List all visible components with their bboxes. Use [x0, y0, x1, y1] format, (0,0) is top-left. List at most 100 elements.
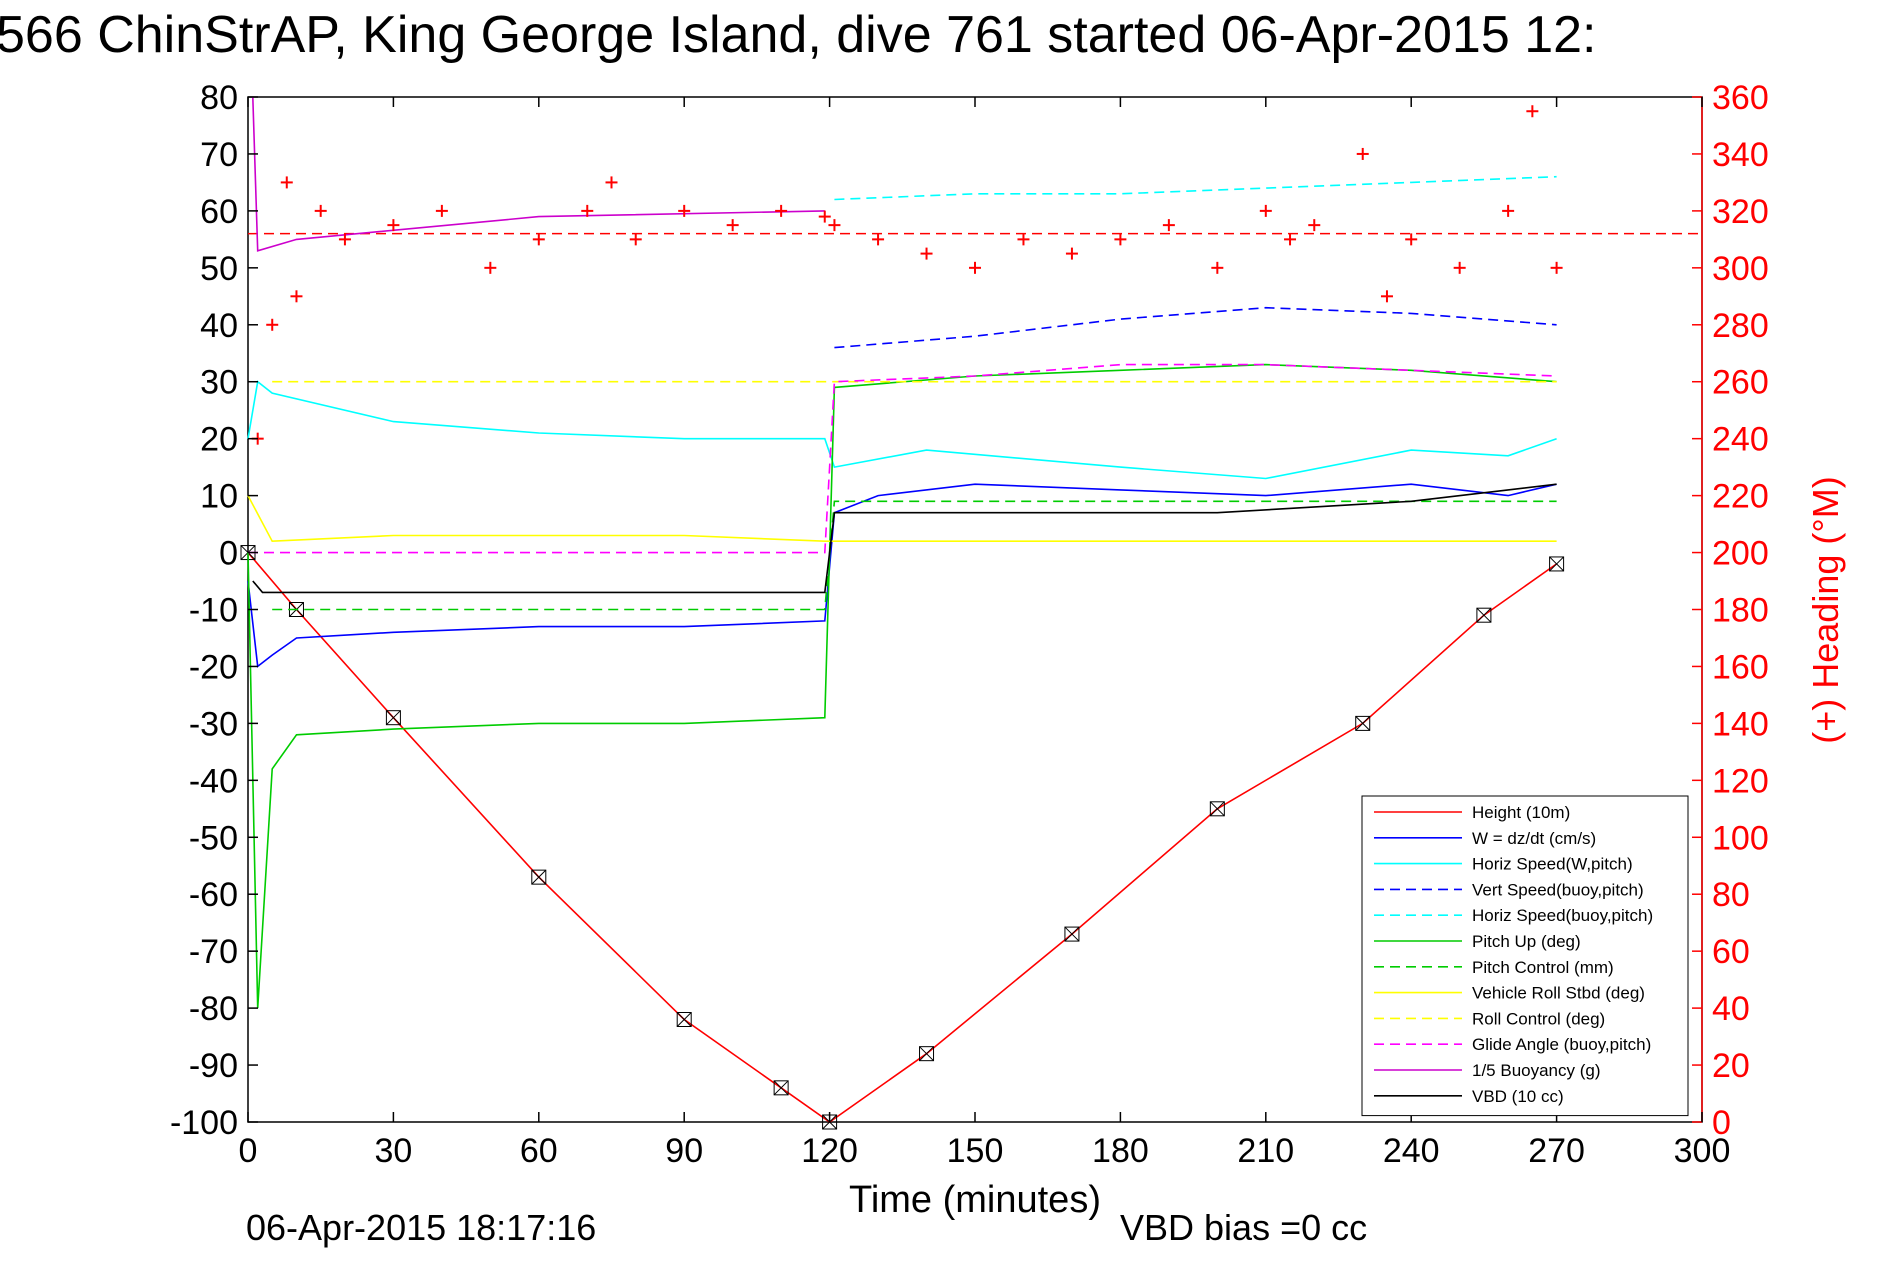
- y-tick-label: -80: [189, 990, 238, 1028]
- y-tick-label: 80: [200, 79, 238, 117]
- x-tick-label: 180: [1092, 1132, 1149, 1170]
- y-tick-label: 70: [200, 136, 238, 174]
- y-right-tick-label: 20: [1712, 1047, 1750, 1085]
- heading-point: [1526, 105, 1539, 118]
- heading-point: [1550, 261, 1563, 274]
- heading-point: [678, 204, 691, 217]
- right-axis-label: (+) Heading (°M): [1805, 476, 1846, 743]
- x-tick-label: 0: [239, 1132, 258, 1170]
- series-line: [834, 306, 1557, 349]
- y-tick-label: 40: [200, 307, 238, 345]
- heading-point: [1017, 233, 1030, 246]
- heading-point: [775, 204, 788, 217]
- heading-point: [1453, 261, 1466, 274]
- axis-layer: 80706050403020100-10-20-30-40-50-60-70-8…: [170, 79, 1769, 1170]
- heading-point: [1284, 233, 1297, 246]
- legend-box: [1361, 795, 1689, 1117]
- y-right-tick-label: 280: [1712, 307, 1769, 345]
- heading-point: [1211, 261, 1224, 274]
- y-right-tick-label: 0: [1712, 1104, 1731, 1142]
- heading-point: [920, 247, 933, 260]
- legend-entry: Vert Speed(buoy,pitch): [1472, 880, 1644, 899]
- x-axis-label: Time (minutes): [849, 1179, 1101, 1221]
- y-right-tick-label: 220: [1712, 478, 1769, 516]
- heading-point: [338, 233, 351, 246]
- height-marker: [773, 1080, 789, 1096]
- height-marker: [1064, 926, 1080, 942]
- y-right-tick-label: 40: [1712, 990, 1750, 1028]
- series-line: [247, 363, 1557, 1009]
- heading-point: [1065, 247, 1078, 260]
- x-tick-label: 270: [1528, 1132, 1585, 1170]
- legend-entry: VBD (10 cc): [1472, 1087, 1564, 1106]
- legend-entry: W = dz/dt (cm/s): [1472, 829, 1596, 848]
- heading-point: [1114, 233, 1127, 246]
- legend-entry: Roll Control (deg): [1472, 1009, 1605, 1028]
- heading-point: [828, 219, 841, 232]
- y-right-tick-label: 80: [1712, 876, 1750, 914]
- legend-entry: Vehicle Roll Stbd (deg): [1472, 984, 1645, 1003]
- y-tick-label: -20: [189, 648, 238, 686]
- heading-point: [1380, 290, 1393, 303]
- series-line: [834, 175, 1557, 201]
- legend-entry: Pitch Up (deg): [1472, 932, 1581, 951]
- height-marker: [385, 710, 401, 726]
- heading-point: [581, 204, 594, 217]
- series-line: [248, 363, 1557, 554]
- x-tick-label: 300: [1674, 1132, 1731, 1170]
- y-right-tick-label: 320: [1712, 193, 1769, 231]
- y-tick-label: -70: [189, 933, 238, 971]
- height-marker: [676, 1012, 692, 1027]
- legend: Height (10m) W = dz/dt (cm/s) Horiz Speed(…: [1361, 795, 1689, 1117]
- heading-point: [605, 176, 618, 189]
- heading-point: [532, 233, 545, 246]
- y-tick-label: -30: [189, 705, 238, 743]
- y-right-tick-label: 120: [1712, 762, 1769, 800]
- footer-vbd-bias: VBD bias =0 cc: [1120, 1207, 1367, 1248]
- height-marker: [1476, 607, 1492, 623]
- y-tick-label: -10: [189, 592, 238, 630]
- legend-entry: Glide Angle (buoy,pitch): [1472, 1035, 1651, 1054]
- chart-title: 566 ChinStrAP, King George Island, dive …: [0, 6, 1597, 64]
- series-line: [252, 96, 825, 252]
- legend-entry: Pitch Control (mm): [1472, 958, 1614, 977]
- heading-point: [1405, 233, 1418, 246]
- heading-point: [387, 219, 400, 232]
- y-right-tick-label: 60: [1712, 933, 1750, 971]
- heading-point: [1502, 204, 1515, 217]
- heading-point: [629, 233, 642, 246]
- y-right-tick-label: 240: [1712, 421, 1769, 459]
- height-marker: [531, 869, 547, 885]
- x-tick-label: 210: [1237, 1132, 1294, 1170]
- y-right-tick-label: 160: [1712, 648, 1769, 686]
- x-tick-label: 150: [947, 1132, 1004, 1170]
- y-tick-label: 0: [219, 535, 238, 573]
- heading-point: [818, 210, 831, 223]
- y-tick-label: -100: [170, 1104, 238, 1142]
- y-right-tick-label: 100: [1712, 819, 1769, 857]
- series-line: [272, 500, 1557, 611]
- heading-point: [266, 318, 279, 331]
- y-tick-label: 20: [200, 421, 238, 459]
- y-tick-label: -90: [189, 1047, 238, 1085]
- legend-entry: Horiz Speed(W,pitch): [1472, 855, 1633, 874]
- height-marker: [1549, 556, 1565, 572]
- legend-entry: Height (10m): [1472, 803, 1570, 822]
- heading-point: [484, 261, 497, 274]
- y-right-tick-label: 180: [1712, 592, 1769, 630]
- x-tick-label: 90: [665, 1132, 703, 1170]
- heading-point: [1259, 204, 1272, 217]
- series-line: [247, 495, 1557, 543]
- y-tick-label: 50: [200, 250, 238, 288]
- y-right-tick-label: 360: [1712, 79, 1769, 117]
- height-marker: [1355, 715, 1371, 731]
- x-tick-label: 240: [1383, 1132, 1440, 1170]
- y-tick-label: -50: [189, 819, 238, 857]
- legend-entry: 1/5 Buoyancy (g): [1472, 1061, 1601, 1080]
- series-line: [252, 483, 1557, 594]
- y-right-tick-label: 340: [1712, 136, 1769, 174]
- heading-point: [872, 233, 885, 246]
- heading-point: [435, 204, 448, 217]
- height-marker: [919, 1046, 935, 1062]
